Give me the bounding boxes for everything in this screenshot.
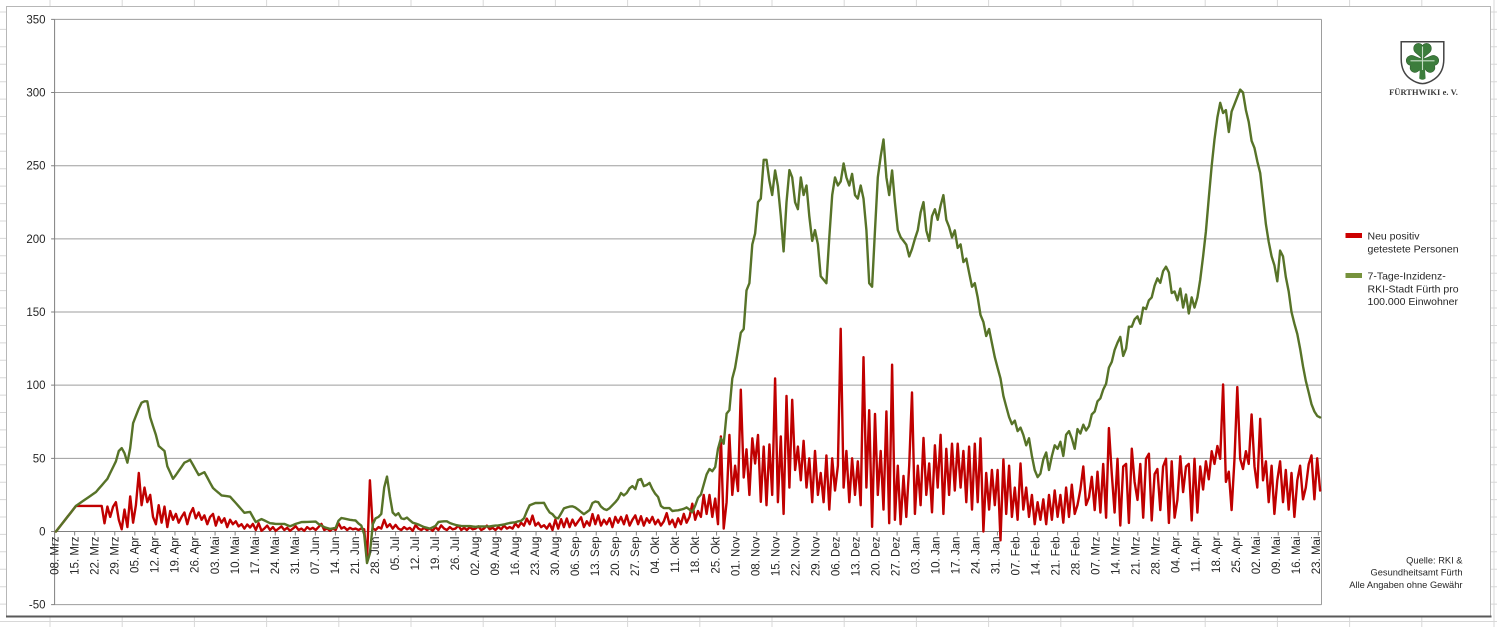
svg-text:03. Mai: 03. Mai — [210, 537, 222, 575]
svg-text:05. Jul: 05. Jul — [390, 537, 402, 571]
svg-text:24. Mai: 24. Mai — [270, 537, 282, 575]
svg-text:07. Mrz: 07. Mrz — [1091, 536, 1103, 575]
svg-text:-50: -50 — [29, 600, 46, 612]
svg-text:22. Nov: 22. Nov — [790, 536, 802, 576]
svg-text:21. Mrz: 21. Mrz — [1131, 536, 1143, 575]
svg-text:Neu positiv: Neu positiv — [1368, 231, 1421, 243]
svg-text:350: 350 — [26, 14, 45, 26]
svg-text:23. Aug: 23. Aug — [530, 537, 542, 576]
svg-text:27. Sep: 27. Sep — [630, 537, 642, 577]
svg-text:09. Aug: 09. Aug — [490, 537, 502, 576]
svg-text:07. Jun: 07. Jun — [310, 537, 322, 575]
svg-text:11. Okt: 11. Okt — [670, 536, 682, 573]
svg-text:17. Jan: 17. Jan — [951, 537, 963, 575]
svg-text:10. Mai: 10. Mai — [230, 537, 242, 575]
svg-text:16. Aug: 16. Aug — [510, 537, 522, 576]
svg-text:20. Dez: 20. Dez — [870, 536, 882, 576]
svg-text:15. Nov: 15. Nov — [770, 536, 782, 576]
svg-text:06. Dez: 06. Dez — [830, 536, 842, 576]
svg-text:28. Mrz: 28. Mrz — [1151, 536, 1163, 575]
svg-text:13. Dez: 13. Dez — [850, 536, 862, 576]
svg-text:01. Nov: 01. Nov — [730, 536, 742, 576]
svg-text:18. Okt: 18. Okt — [690, 536, 702, 574]
svg-text:16. Mai: 16. Mai — [1291, 537, 1303, 575]
svg-text:18. Apr: 18. Apr — [1211, 536, 1223, 573]
svg-text:26. Apr: 26. Apr — [190, 536, 202, 573]
svg-text:14. Feb: 14. Feb — [1031, 537, 1043, 576]
svg-text:08. Nov: 08. Nov — [750, 536, 762, 576]
svg-text:03. Jan: 03. Jan — [911, 537, 923, 575]
svg-text:04. Apr: 04. Apr — [1171, 536, 1183, 573]
svg-text:13. Sep: 13. Sep — [590, 537, 602, 577]
svg-text:28. Feb: 28. Feb — [1071, 537, 1083, 576]
svg-text:RKI-Stadt Fürth pro: RKI-Stadt Fürth pro — [1368, 283, 1459, 295]
svg-text:0: 0 — [39, 527, 45, 539]
svg-text:150: 150 — [26, 307, 45, 319]
svg-text:7-Tage-Inzidenz-: 7-Tage-Inzidenz- — [1368, 271, 1447, 283]
svg-text:FÜRTHWIKI e. V.: FÜRTHWIKI e. V. — [1389, 88, 1458, 97]
svg-text:25. Okt: 25. Okt — [710, 536, 722, 574]
svg-text:07. Feb: 07. Feb — [1011, 537, 1023, 576]
svg-text:17. Mai: 17. Mai — [250, 537, 262, 575]
svg-text:100.000 Einwohner: 100.000 Einwohner — [1368, 296, 1459, 308]
svg-text:28. Jun: 28. Jun — [370, 537, 382, 575]
svg-text:04. Okt: 04. Okt — [650, 536, 662, 574]
svg-text:02. Mai: 02. Mai — [1251, 537, 1263, 575]
svg-text:100: 100 — [26, 380, 45, 392]
svg-text:23. Mai: 23. Mai — [1311, 537, 1323, 575]
svg-text:24. Jan: 24. Jan — [971, 537, 983, 575]
svg-text:29. Nov: 29. Nov — [810, 536, 822, 576]
svg-text:20. Sep: 20. Sep — [610, 537, 622, 577]
svg-text:06. Sep: 06. Sep — [570, 537, 582, 577]
svg-text:10. Jan: 10. Jan — [931, 537, 943, 575]
svg-text:30. Aug: 30. Aug — [550, 537, 562, 576]
svg-text:29. Mrz: 29. Mrz — [110, 536, 122, 575]
svg-text:300: 300 — [26, 88, 45, 100]
svg-text:08. Mrz: 08. Mrz — [50, 536, 62, 575]
svg-text:14. Jun: 14. Jun — [330, 537, 342, 575]
svg-text:22. Mrz: 22. Mrz — [90, 536, 102, 575]
svg-text:200: 200 — [26, 234, 45, 246]
svg-text:21. Feb: 21. Feb — [1051, 537, 1063, 576]
svg-text:27. Dez: 27. Dez — [890, 536, 902, 576]
svg-text:250: 250 — [26, 161, 45, 173]
svg-text:31. Mai: 31. Mai — [290, 537, 302, 575]
svg-text:11. Apr: 11. Apr — [1191, 536, 1203, 572]
svg-text:12. Apr: 12. Apr — [150, 536, 162, 573]
svg-text:14. Mrz: 14. Mrz — [1111, 536, 1123, 575]
svg-text:09. Mai: 09. Mai — [1271, 537, 1283, 575]
svg-text:26. Jul: 26. Jul — [450, 537, 462, 571]
svg-text:getestete Personen: getestete Personen — [1368, 243, 1459, 255]
svg-text:31. Jan: 31. Jan — [991, 537, 1003, 575]
svg-text:Quelle: RKI &: Quelle: RKI & — [1406, 556, 1463, 566]
svg-text:12. Jul: 12. Jul — [410, 537, 422, 571]
svg-text:19. Apr: 19. Apr — [170, 536, 182, 573]
svg-text:Alle Angaben ohne Gewähr: Alle Angaben ohne Gewähr — [1349, 580, 1462, 590]
svg-text:05. Apr: 05. Apr — [130, 536, 142, 573]
svg-text:02. Aug: 02. Aug — [470, 537, 482, 576]
svg-text:19. Jul: 19. Jul — [430, 537, 442, 571]
svg-text:25. Apr: 25. Apr — [1231, 536, 1243, 573]
svg-text:50: 50 — [33, 453, 46, 465]
svg-text:Gesundheitsamt Fürth: Gesundheitsamt Fürth — [1371, 568, 1463, 578]
svg-text:21. Jun: 21. Jun — [350, 537, 362, 575]
svg-text:15. Mrz: 15. Mrz — [70, 536, 82, 575]
